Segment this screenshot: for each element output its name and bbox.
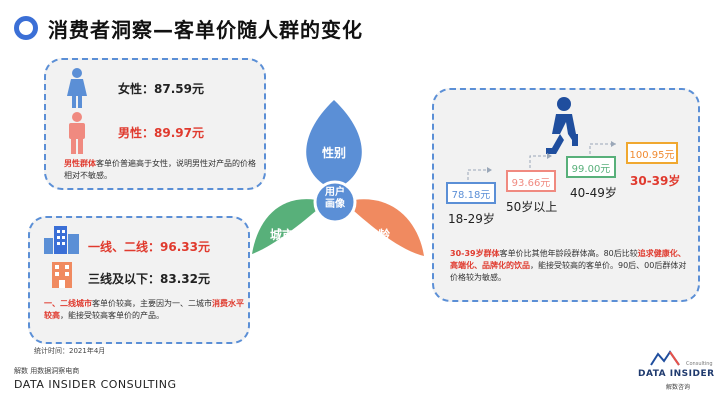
age-description: 30-39岁群体客单价比其他年龄段群体高。80后比较追求健康化、高端化、品牌化的… (450, 249, 687, 282)
core-label: 用户 画像 (325, 187, 345, 210)
male-icon (69, 112, 85, 154)
age-step-label: 18-29岁 (448, 212, 495, 226)
age-panel: 78.18元 18-29岁 93.66元 50岁以上 99.00元 40-49岁… (432, 88, 700, 302)
age-step-box: 78.18元 (446, 182, 496, 204)
brand-small: Consulting (686, 361, 713, 367)
age-step-label: 40-49岁 (570, 186, 617, 200)
tier3-value: 三线及以下：83.32元 (88, 272, 210, 286)
brand-subtitle: 解数咨询 (666, 384, 691, 391)
petal-age (344, 199, 424, 256)
data-insider-logo-icon (650, 350, 680, 366)
page-title: 消费者洞察—客单价随人群的变化 (48, 18, 363, 42)
petal-label-age: 年龄 (366, 228, 391, 242)
town-building-icon (52, 262, 72, 288)
male-value: 男性：89.97元 (118, 126, 204, 140)
female-value: 女性：87.59元 (118, 82, 204, 96)
petal-city (252, 199, 326, 254)
petal-label-gender: 性别 (322, 146, 347, 160)
footnote: 统计时间：2021年4月 (34, 347, 106, 355)
age-step-box: 99.00元 (566, 156, 616, 178)
female-icon (67, 68, 87, 108)
footer-company: DATA INSIDER CONSULTING (14, 378, 177, 391)
age-step-box: 93.66元 (506, 170, 556, 192)
step-arrows (467, 141, 616, 180)
age-step-label: 50岁以上 (506, 200, 558, 214)
gender-description: 男性群体客单价普遍高于女性，说明男性对产品的价格相对不敏感。 (64, 159, 256, 180)
city-buildings-icon (44, 226, 79, 254)
age-step-label: 30-39岁 (630, 174, 681, 188)
profile-core (313, 180, 357, 224)
city-panel: 一线、二线：96.33元 三线及以下：83.32元 一、二线城市客单价较高，主要… (28, 216, 250, 344)
brand-name: DATA INSIDER (638, 369, 715, 379)
city-description: 一、二线城市客单价较高，主要因为一、二城市消费水平较高，能接受较高客单价的产品。 (44, 299, 244, 320)
climbing-person-icon (546, 97, 578, 154)
gender-panel: 女性：87.59元 男性：89.97元 男性群体客单价普遍高于女性，说明男性对产… (44, 58, 266, 190)
petal-gender (306, 100, 362, 190)
age-step-box: 100.95元 (626, 142, 678, 164)
petal-label-city: 城市 (270, 228, 295, 242)
user-profile-diagram (252, 100, 424, 256)
footer-tagline: 解数 用数据洞察电商 (14, 367, 80, 375)
title-icon (14, 16, 38, 40)
tier1-value: 一线、二线：96.33元 (88, 240, 210, 254)
